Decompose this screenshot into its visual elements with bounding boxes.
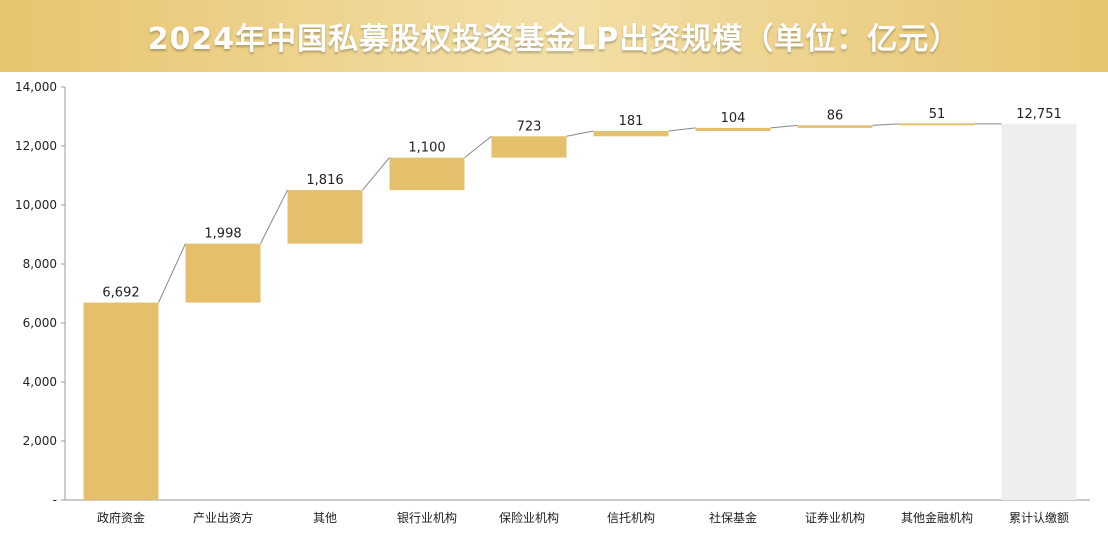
y-tick-label: 12,000 <box>15 139 57 153</box>
y-tick-label: 10,000 <box>15 198 57 212</box>
connector-line <box>158 243 186 303</box>
waterfall-bar <box>287 190 363 244</box>
y-tick-label: 6,000 <box>23 316 57 330</box>
data-label: 723 <box>517 119 542 134</box>
data-label: 1,100 <box>408 141 445 156</box>
waterfall-bar <box>389 157 465 191</box>
connector-line <box>260 189 288 244</box>
y-tick-label: - <box>53 493 57 507</box>
waterfall-bar <box>899 123 975 126</box>
waterfall-bar <box>797 125 873 128</box>
data-label: 181 <box>619 114 644 129</box>
waterfall-bar <box>185 243 261 303</box>
category-label: 产业出资方 <box>193 510 253 525</box>
connector-line <box>362 157 390 191</box>
data-label: 51 <box>929 107 946 122</box>
category-label: 其他金融机构 <box>901 510 973 525</box>
data-label: 6,692 <box>102 286 139 301</box>
category-label: 其他 <box>313 511 337 525</box>
waterfall-bar <box>695 127 771 131</box>
total-bar <box>1001 123 1077 500</box>
category-label: 社保基金 <box>709 510 757 525</box>
category-label: 累计认缴额 <box>1009 510 1069 525</box>
y-tick-label: 14,000 <box>15 80 57 94</box>
y-tick-label: 8,000 <box>23 257 57 271</box>
waterfall-bar <box>491 136 567 158</box>
data-label: 1,816 <box>306 173 343 188</box>
connector-line <box>770 124 798 129</box>
category-label: 银行业机构 <box>397 510 457 525</box>
waterfall-bar <box>83 302 159 500</box>
data-label: 104 <box>721 111 746 126</box>
connector-line <box>872 123 900 126</box>
connector-line <box>566 130 594 137</box>
category-label: 政府资金 <box>97 510 145 525</box>
y-tick-label: 4,000 <box>23 375 57 389</box>
category-label: 信托机构 <box>607 510 655 525</box>
data-label: 86 <box>827 108 844 123</box>
connector-line <box>668 127 696 132</box>
data-label: 1,998 <box>204 227 241 242</box>
connector-line <box>464 135 492 159</box>
chart-title: 2024年中国私募股权投资基金LP出资规模（单位：亿元） <box>147 22 961 57</box>
y-tick-label: 2,000 <box>23 434 57 448</box>
chart-title-bar: 2024年中国私募股权投资基金LP出资规模（单位：亿元） <box>0 0 1108 72</box>
data-label: 12,751 <box>1016 107 1062 122</box>
waterfall-bar <box>593 130 669 137</box>
category-label: 保险业机构 <box>499 510 559 525</box>
category-label: 证券业机构 <box>805 510 865 525</box>
waterfall-chart: - 2,000 4,000 6,000 8,000 10,000 12,000 14,000 6… <box>15 80 1090 525</box>
